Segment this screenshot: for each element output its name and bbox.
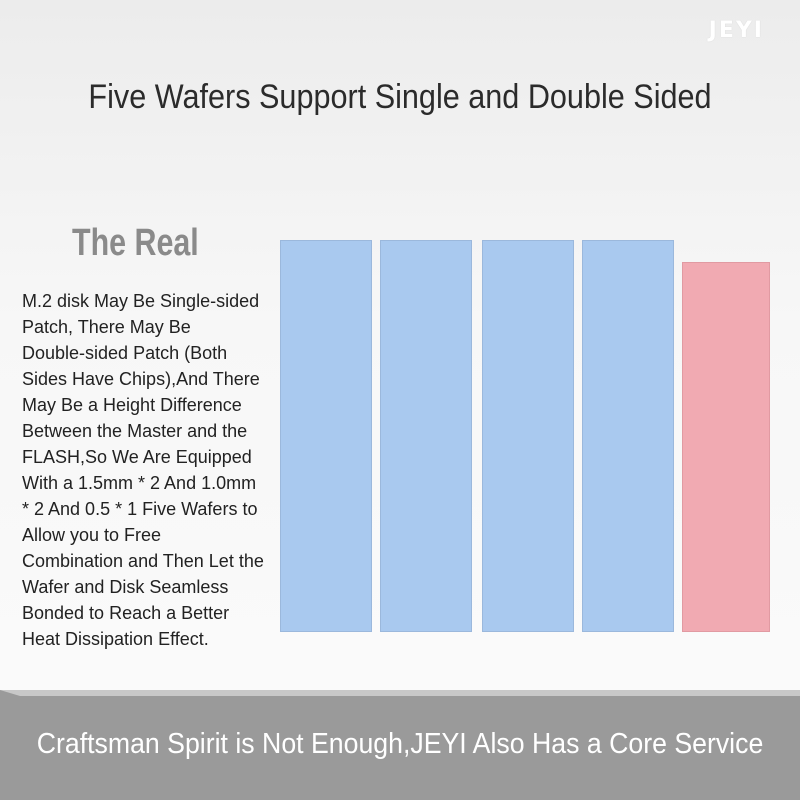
- heading: The Real: [72, 222, 199, 264]
- body-line: M.2 disk May Be Single-sided: [22, 291, 260, 311]
- footer-text: Craftsman Spirit is Not Enough,JEYI Also…: [36, 728, 764, 760]
- brand-logo: JEYI: [708, 18, 764, 43]
- body-line: * 2 And 0.5 * 1 Five Wafers to: [22, 499, 258, 519]
- blue-wafer: [380, 240, 472, 632]
- pink-wafer: [682, 262, 770, 632]
- body-line: Bonded to Reach a Better: [22, 603, 230, 623]
- body-line: With a 1.5mm * 2 And 1.0mm: [22, 473, 257, 493]
- body-line: Patch, There May Be: [22, 317, 191, 337]
- body-line: Combination and Then Let the: [22, 551, 264, 571]
- title: Five Wafers Support Single and Double Si…: [88, 78, 712, 116]
- body-line: May Be a Height Difference: [22, 395, 242, 415]
- body-line: Between the Master and the: [22, 421, 248, 441]
- body-line: Allow you to Free: [22, 525, 162, 545]
- body-text: M.2 disk May Be Single-sided Patch, There…: [22, 288, 264, 652]
- blue-wafer: [582, 240, 674, 632]
- body-line: Heat Dissipation Effect.: [22, 629, 209, 649]
- footer-band: [0, 690, 800, 800]
- body-line: Double-sided Patch (Both: [22, 343, 228, 363]
- blue-wafer: [482, 240, 574, 632]
- body-line: Wafer and Disk Seamless: [22, 577, 229, 597]
- body-line: FLASH,So We Are Equipped: [22, 447, 252, 467]
- blue-wafer: [280, 240, 372, 632]
- body-line: Sides Have Chips),And There: [22, 369, 260, 389]
